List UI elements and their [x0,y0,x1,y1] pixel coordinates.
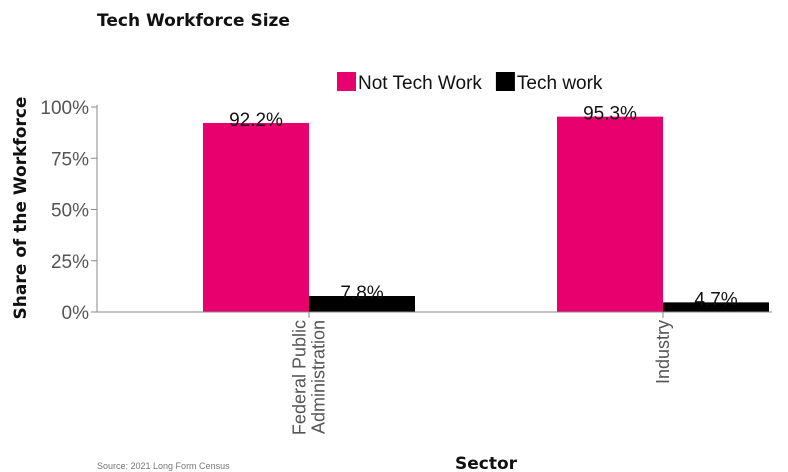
x-tick-label: Industry [653,320,673,384]
y-tick-label: 25% [51,252,89,273]
data-label: 92.2% [229,110,283,131]
data-label: 7.8% [340,283,383,304]
legend-label: Not Tech Work [358,73,482,94]
bar [309,296,415,312]
x-tick-label-line: Industry [653,320,673,384]
y-tick-label: 50% [51,201,89,222]
x-tick-label: Federal Public Administration [290,320,329,435]
legend-swatch [337,72,356,91]
data-label: 4.7% [694,289,737,310]
x-tick-label-line: Administration [309,320,329,434]
data-label: 95.3% [583,104,637,125]
legend: Not Tech Work Tech work [337,72,603,94]
y-tick-label: 75% [51,149,89,170]
bar [663,302,769,312]
x-axis: Federal Public Administration Industry [97,311,772,435]
y-tick-label: 0% [62,303,90,324]
legend-swatch [495,72,515,91]
chart-title: Tech Workforce Size [97,11,290,31]
x-axis-title: Sector [455,454,518,472]
bars: 92.2% 7.8% 95.3% 4.7% [203,104,769,313]
source-note: Source: 2021 Long Form Census [97,461,230,471]
y-axis-title: Share of the Workforce [11,97,31,320]
bar [203,122,309,313]
legend-label: Tech work [517,73,603,94]
bar [557,116,663,312]
y-tick-label: 100% [40,98,89,119]
x-tick-label-line: Federal Public [290,320,310,435]
y-axis: 0% 25% 50% 75% 100% [40,98,98,324]
